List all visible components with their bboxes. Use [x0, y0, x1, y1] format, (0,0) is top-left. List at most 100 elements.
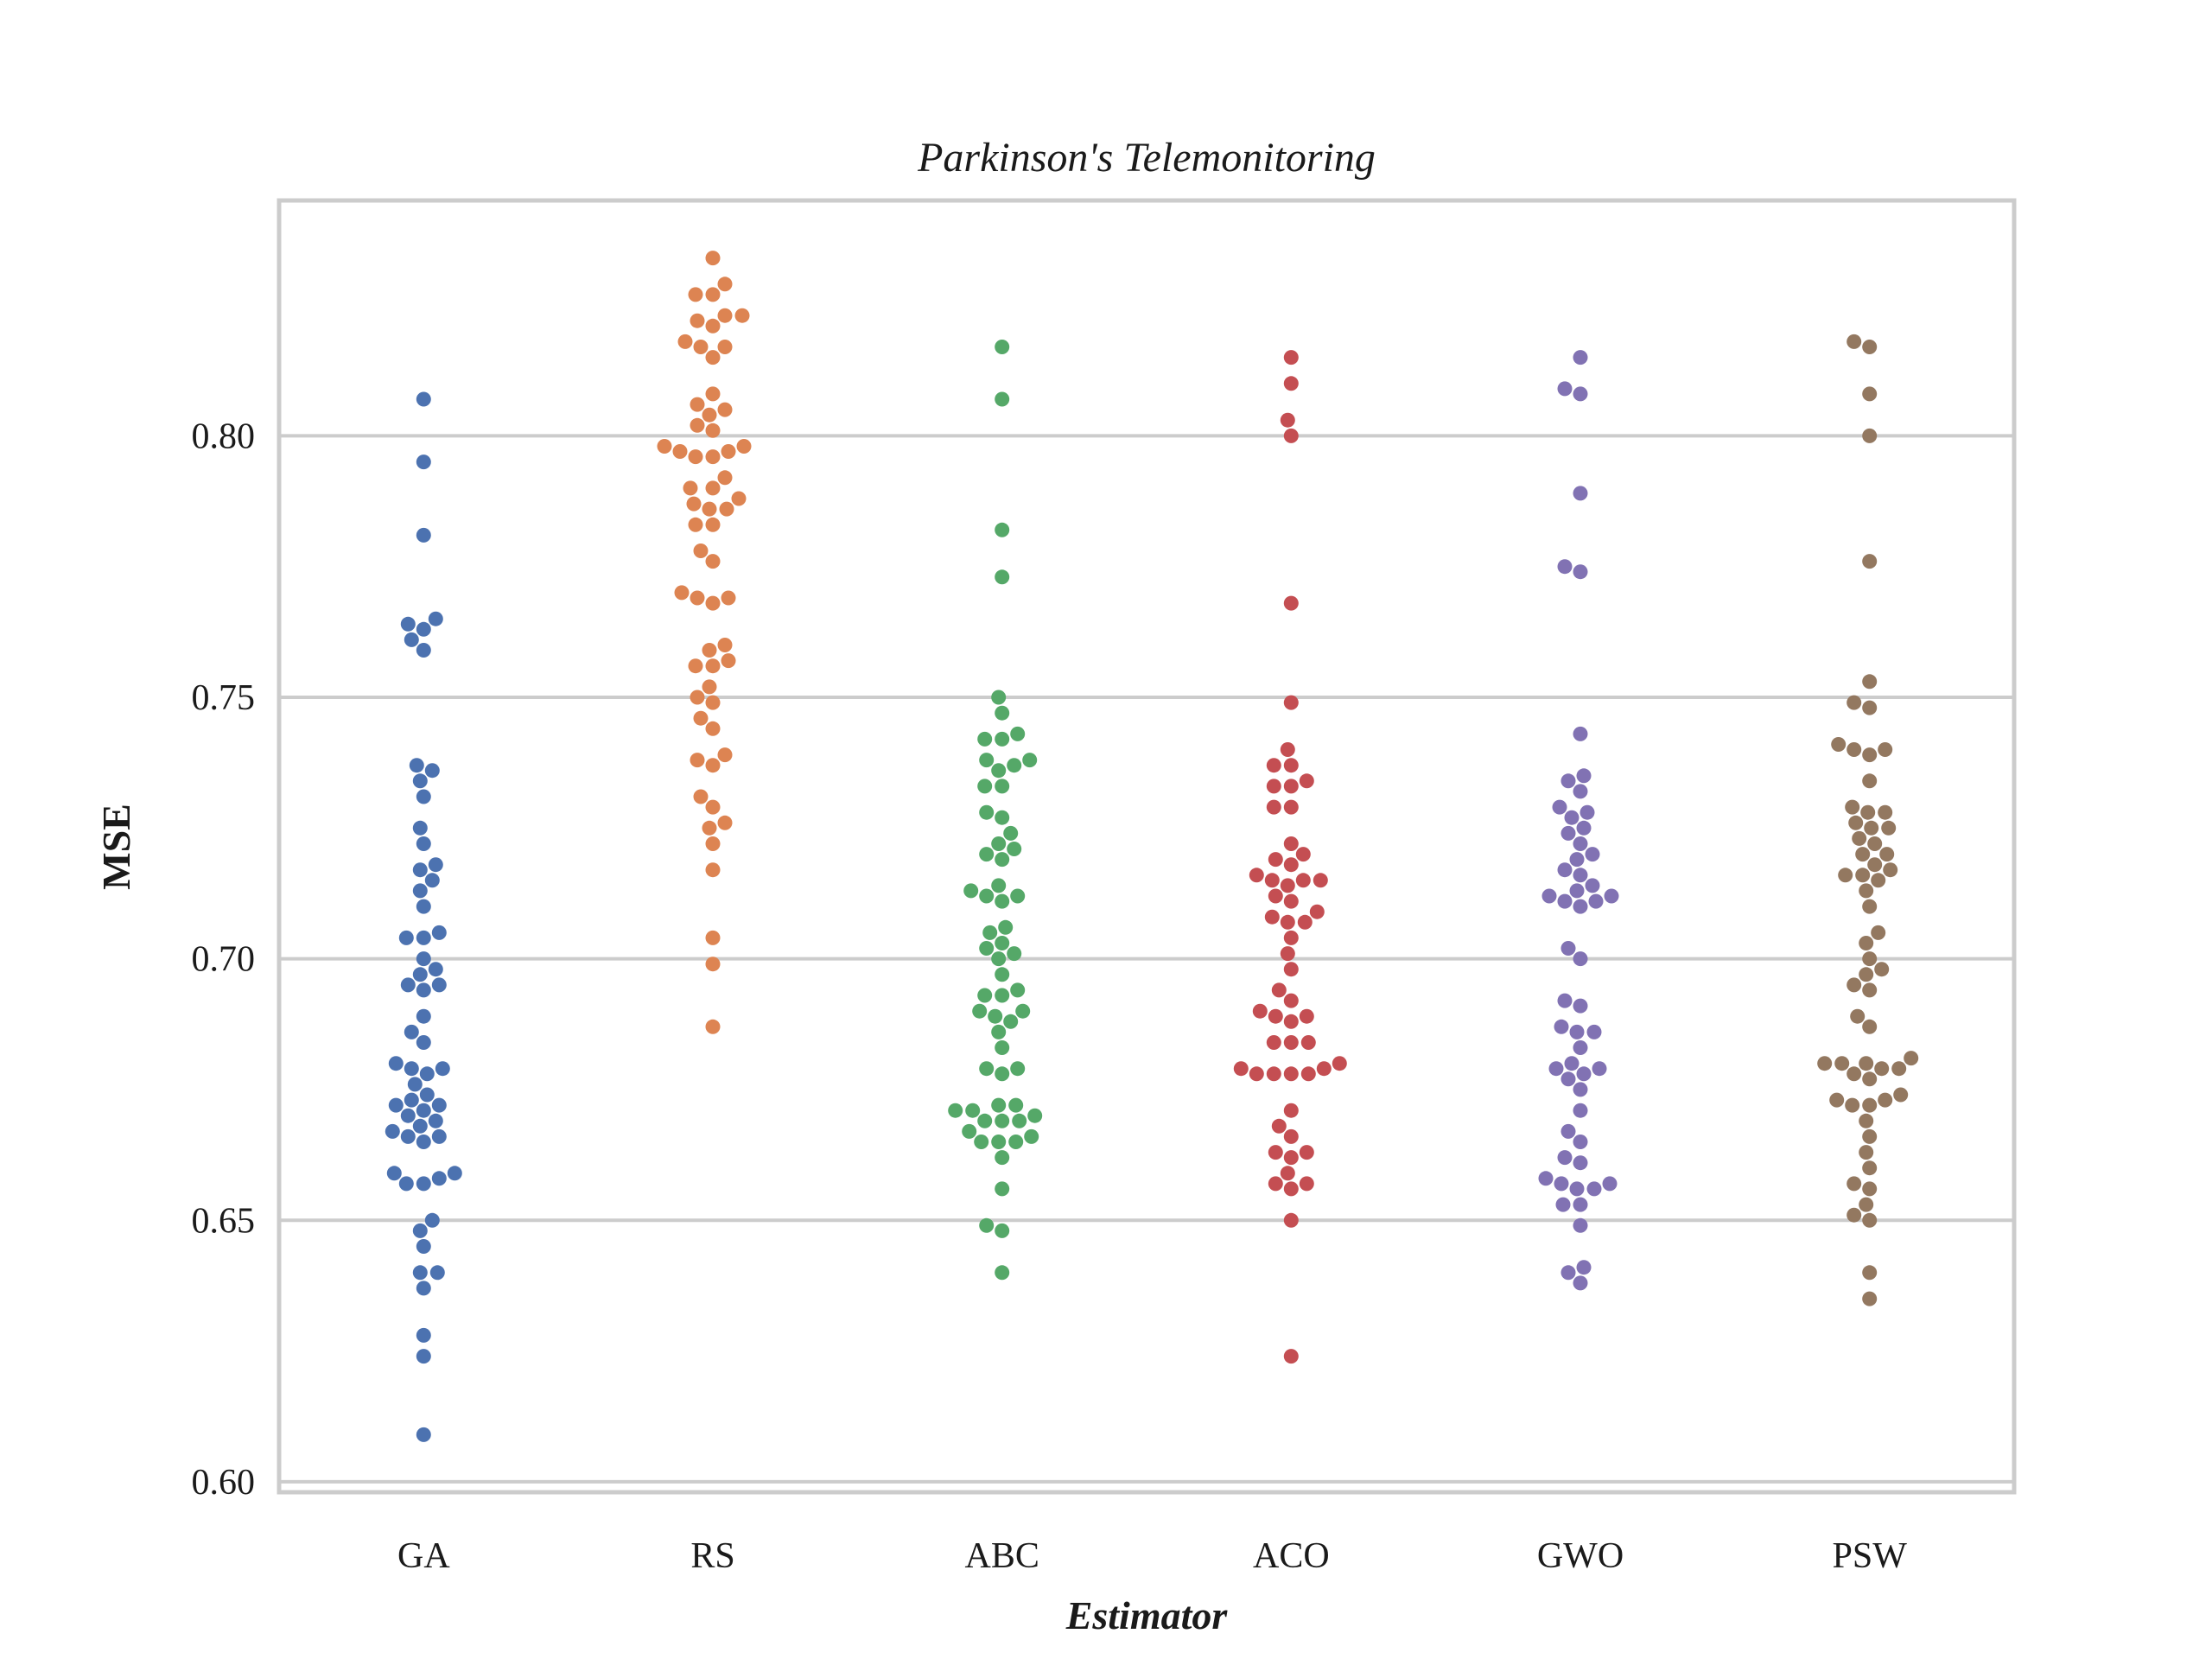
data-point-rs	[702, 501, 717, 517]
data-point-psw	[1855, 847, 1871, 862]
data-point-gwo	[1576, 768, 1592, 784]
data-point-rs	[657, 439, 672, 454]
data-point-rs	[721, 590, 736, 606]
data-point-abc	[995, 1223, 1010, 1238]
data-point-aco	[1268, 1176, 1283, 1192]
data-point-rs	[705, 1019, 721, 1034]
gridlines	[279, 434, 2014, 1484]
data-point-gwo	[1560, 1071, 1576, 1087]
data-point-abc	[1003, 825, 1019, 841]
y-axis-label: MSE	[94, 804, 138, 890]
data-point-gwo	[1576, 1066, 1592, 1082]
data-point-gwo	[1573, 1135, 1588, 1149]
data-point-gwo	[1560, 1265, 1576, 1281]
data-point-rs	[736, 439, 752, 454]
data-point-gwo	[1588, 893, 1604, 909]
data-point-psw	[1874, 962, 1890, 977]
data-point-psw	[1862, 1128, 1878, 1144]
data-point-ga	[412, 1223, 428, 1238]
data-point-psw	[1862, 554, 1878, 569]
data-point-abc	[995, 893, 1010, 909]
data-point-abc	[972, 1003, 988, 1019]
data-point-rs	[734, 308, 750, 323]
data-point-psw	[1874, 1061, 1890, 1077]
data-point-aco	[1266, 779, 1281, 794]
data-point-ga	[424, 763, 440, 779]
data-point-aco	[1268, 1008, 1283, 1024]
data-point-rs	[721, 653, 736, 669]
data-point-rs	[705, 517, 721, 532]
data-point-psw	[1862, 982, 1878, 998]
data-point-rs	[717, 340, 733, 354]
data-point-abc	[1010, 888, 1026, 904]
data-point-aco	[1283, 595, 1299, 611]
data-point-aco	[1283, 1014, 1299, 1029]
data-point-gwo	[1573, 386, 1588, 402]
data-point-gwo	[1573, 1217, 1588, 1233]
data-point-aco	[1283, 799, 1299, 815]
data-point-abc	[1007, 758, 1022, 773]
data-point-gwo	[1576, 820, 1592, 836]
data-point-abc	[979, 847, 995, 862]
data-point-abc	[1008, 1097, 1024, 1113]
data-point-psw	[1879, 847, 1895, 862]
data-point-gwo	[1557, 862, 1573, 878]
data-point-aco	[1283, 1212, 1299, 1228]
data-point-psw	[1862, 1265, 1878, 1281]
data-point-ga	[431, 1128, 447, 1144]
data-point-abc	[1024, 1128, 1039, 1144]
data-point-aco	[1283, 962, 1299, 977]
data-point-ga	[416, 982, 431, 998]
data-point-ga	[398, 1176, 414, 1192]
data-point-abc	[1007, 842, 1022, 856]
data-point-ga	[435, 1061, 450, 1077]
data-point-abc	[995, 810, 1010, 825]
data-point-aco	[1283, 1150, 1299, 1166]
x-tick-label: GWO	[1537, 1536, 1624, 1576]
data-point-psw	[1831, 737, 1847, 752]
data-point-gwo	[1573, 564, 1588, 580]
data-point-ga	[431, 925, 447, 940]
data-points	[385, 251, 1919, 1442]
data-point-rs	[677, 334, 693, 349]
data-point-psw	[1859, 1113, 1874, 1128]
data-point-rs	[688, 658, 703, 674]
data-point-rs	[705, 554, 721, 569]
data-point-abc	[991, 1024, 1007, 1039]
data-point-gwo	[1560, 1123, 1576, 1139]
data-point-abc	[991, 1135, 1007, 1149]
data-point-psw	[1859, 1056, 1874, 1071]
data-point-rs	[717, 747, 733, 763]
data-point-aco	[1280, 742, 1295, 757]
data-point-gwo	[1569, 852, 1585, 868]
data-point-gwo	[1580, 804, 1595, 820]
data-point-psw	[1878, 804, 1893, 820]
data-point-ga	[388, 1097, 404, 1113]
data-point-ga	[428, 1113, 443, 1128]
data-point-gwo	[1573, 998, 1588, 1014]
data-point-gwo	[1573, 951, 1588, 967]
data-point-aco	[1268, 1145, 1283, 1160]
data-point-abc	[995, 1113, 1010, 1128]
data-point-aco	[1283, 350, 1299, 365]
data-point-rs	[717, 815, 733, 830]
data-point-abc	[974, 1135, 989, 1149]
data-point-aco	[1280, 412, 1295, 428]
data-point-abc	[995, 1265, 1010, 1281]
x-axis-label: Estimator	[1065, 1593, 1229, 1637]
data-point-abc	[979, 1217, 995, 1233]
data-point-rs	[705, 799, 721, 815]
data-point-ga	[428, 962, 443, 977]
data-point-ga	[416, 1176, 431, 1192]
data-point-gwo	[1541, 888, 1557, 904]
data-point-gwo	[1569, 1024, 1585, 1039]
data-point-psw	[1893, 1087, 1909, 1103]
data-point-ga	[398, 930, 414, 945]
data-point-abc	[963, 883, 979, 899]
data-point-psw	[1838, 868, 1853, 883]
data-point-ga	[409, 758, 424, 773]
data-point-aco	[1299, 1145, 1314, 1160]
data-point-ga	[416, 527, 431, 543]
data-point-psw	[1864, 820, 1879, 836]
